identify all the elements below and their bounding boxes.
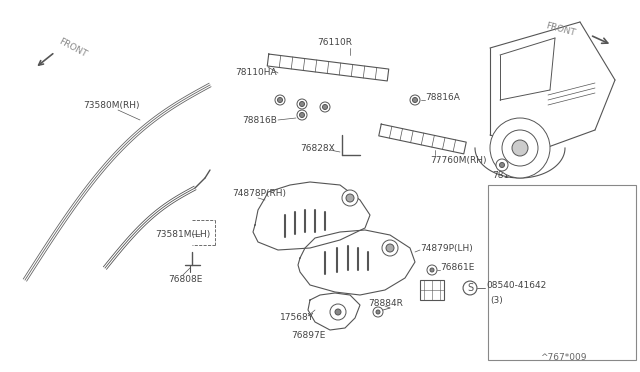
Text: FRONT: FRONT [545,22,577,38]
Text: 76897E: 76897E [291,331,325,340]
Circle shape [297,99,307,109]
Circle shape [499,163,504,167]
Circle shape [490,118,550,178]
Circle shape [427,265,437,275]
Text: 08540-41642: 08540-41642 [486,282,547,291]
Text: ^767*009: ^767*009 [540,353,586,362]
Text: 77760M(RH): 77760M(RH) [430,155,486,164]
Circle shape [346,194,354,202]
Text: 73581M(LH): 73581M(LH) [155,230,211,238]
Text: FRONT: FRONT [57,37,88,59]
Circle shape [386,244,394,252]
Text: 78110H: 78110H [492,170,527,180]
Text: 74878P(RH): 74878P(RH) [232,189,286,198]
Text: 78110HA: 78110HA [235,67,276,77]
Circle shape [410,95,420,105]
Circle shape [297,110,307,120]
Circle shape [323,105,328,109]
Text: 74879P(LH): 74879P(LH) [420,244,473,253]
Circle shape [430,268,434,272]
Text: 78884R: 78884R [368,299,403,308]
Text: 76110R: 76110R [317,38,353,46]
Circle shape [373,307,383,317]
Text: 73580M(RH): 73580M(RH) [83,100,140,109]
Text: 17568Y: 17568Y [280,314,314,323]
Circle shape [413,97,417,103]
Circle shape [278,97,282,103]
Bar [420,280,444,300]
Circle shape [320,102,330,112]
Circle shape [512,140,528,156]
Circle shape [376,310,380,314]
Circle shape [496,159,508,171]
Text: (3): (3) [490,295,503,305]
Text: S: S [467,283,473,293]
Circle shape [330,304,346,320]
Text: 76828X: 76828X [300,144,335,153]
Text: 78816B: 78816B [242,115,277,125]
Circle shape [335,309,341,315]
Circle shape [382,240,398,256]
Circle shape [275,95,285,105]
Bar [488,185,636,360]
Circle shape [342,190,358,206]
Text: 76861E: 76861E [440,263,474,273]
Text: 78816A: 78816A [425,93,460,102]
Circle shape [300,112,305,118]
Text: 76808E: 76808E [168,276,202,285]
Circle shape [300,102,305,106]
Circle shape [502,130,538,166]
